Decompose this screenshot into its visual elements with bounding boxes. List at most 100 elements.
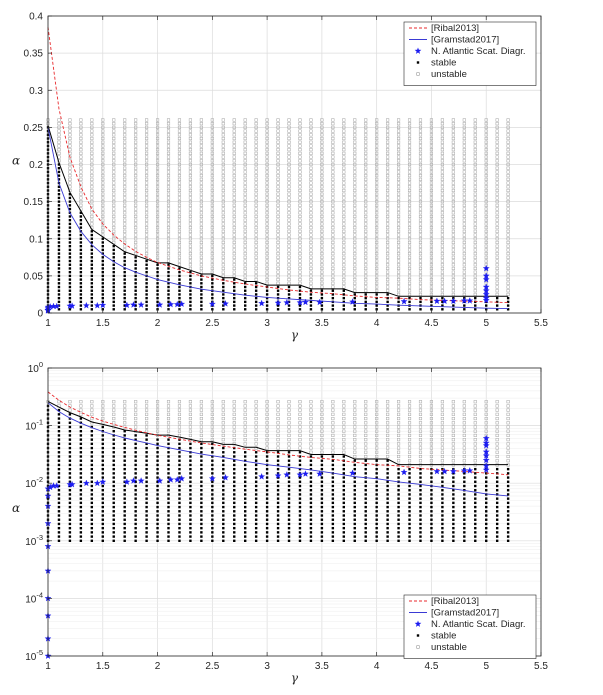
stable-point <box>233 459 236 462</box>
unstable-point <box>188 404 192 408</box>
unstable-point <box>418 289 423 293</box>
unstable-point <box>342 122 346 126</box>
unstable-point <box>243 129 247 133</box>
stable-point <box>287 289 291 292</box>
stable-point <box>68 282 72 285</box>
unstable-point <box>177 203 182 207</box>
stable-point <box>79 417 83 420</box>
unstable-point <box>232 174 236 178</box>
unstable-point <box>320 278 324 282</box>
unstable-point <box>353 151 357 155</box>
unstable-point <box>254 222 258 226</box>
stable-point <box>244 463 247 467</box>
stable-point <box>233 497 236 500</box>
stable-point <box>90 304 94 307</box>
unstable-point <box>320 140 324 144</box>
stable-point <box>211 451 214 454</box>
unstable-point <box>309 136 313 141</box>
unstable-point <box>353 240 357 245</box>
unstable-point <box>101 211 105 215</box>
unstable-point <box>112 122 116 126</box>
unstable-point <box>134 196 138 200</box>
stable-point <box>101 248 104 252</box>
stable-point <box>68 455 72 458</box>
unstable-point <box>397 259 401 263</box>
top-y-tick-label: 0 <box>37 309 43 320</box>
stable-point <box>244 296 247 300</box>
unstable-point <box>298 425 302 429</box>
unstable-point <box>506 162 510 167</box>
stable-point <box>276 293 280 296</box>
unstable-point <box>177 196 182 200</box>
unstable-point <box>287 200 291 204</box>
unstable-point <box>232 229 236 233</box>
chart-panel-linear: 1 1.5 2 2.5 3 3.5 4 4.5 5 5.500.050.10.150.20.250… <box>12 12 548 343</box>
stable-point <box>265 467 269 471</box>
bottom-x-tick-label: 3 <box>264 661 270 672</box>
unstable-point <box>254 129 258 133</box>
stable-point <box>112 270 115 274</box>
unstable-point <box>232 429 236 433</box>
stable-point <box>156 489 159 492</box>
stable-point <box>233 289 236 292</box>
unstable-point <box>166 214 171 219</box>
unstable-point <box>440 196 444 200</box>
unstable-point <box>68 170 72 174</box>
unstable-point <box>134 207 138 211</box>
unstable-point <box>210 118 214 122</box>
unstable-point <box>451 181 455 185</box>
unstable-point <box>364 240 368 245</box>
unstable-point <box>375 259 379 263</box>
unstable-point <box>495 151 499 155</box>
unstable-point <box>375 285 379 289</box>
stable-point <box>222 480 225 483</box>
unstable-point <box>440 177 444 181</box>
unstable-point <box>462 226 466 230</box>
stable-point <box>134 451 137 454</box>
unstable-point <box>473 118 477 122</box>
unstable-point <box>506 289 510 293</box>
stable-point <box>101 539 104 542</box>
unstable-point <box>156 222 160 226</box>
stable-point <box>79 535 83 538</box>
stable-point <box>474 472 477 475</box>
stable-point <box>189 522 192 526</box>
unstable-point <box>145 151 149 155</box>
unstable-point <box>309 450 313 454</box>
stable-point <box>57 300 61 304</box>
stable-point <box>134 463 137 467</box>
unstable-point <box>506 196 510 200</box>
unstable-point <box>188 207 192 211</box>
stable-point <box>298 304 302 307</box>
unstable-point <box>440 136 444 141</box>
stable-point <box>211 510 214 513</box>
stable-point <box>156 484 159 488</box>
stable-point <box>222 514 225 517</box>
unstable-point <box>298 162 302 167</box>
unstable-point <box>495 144 499 148</box>
stable-point <box>79 248 83 252</box>
stable-point <box>167 497 170 500</box>
stable-point <box>167 304 170 307</box>
unstable-point <box>298 148 302 152</box>
unstable-point <box>353 289 357 293</box>
unstable-point <box>331 136 335 141</box>
unstable-point <box>177 174 182 178</box>
stable-point <box>57 196 61 200</box>
unstable-point <box>451 421 455 425</box>
unstable-point <box>364 446 368 450</box>
unstable-point <box>199 136 203 141</box>
stable-point <box>178 514 181 517</box>
stable-point <box>79 446 83 450</box>
unstable-point <box>145 248 149 252</box>
stable-point <box>68 463 72 467</box>
stable-point <box>463 472 466 475</box>
unstable-point <box>265 259 269 263</box>
stable-point <box>265 518 269 521</box>
stable-point <box>134 296 137 300</box>
unstable-point <box>364 259 368 263</box>
unstable-point <box>462 237 466 241</box>
unstable-point <box>57 148 61 152</box>
unstable-point <box>221 211 225 215</box>
unstable-point <box>407 442 412 446</box>
